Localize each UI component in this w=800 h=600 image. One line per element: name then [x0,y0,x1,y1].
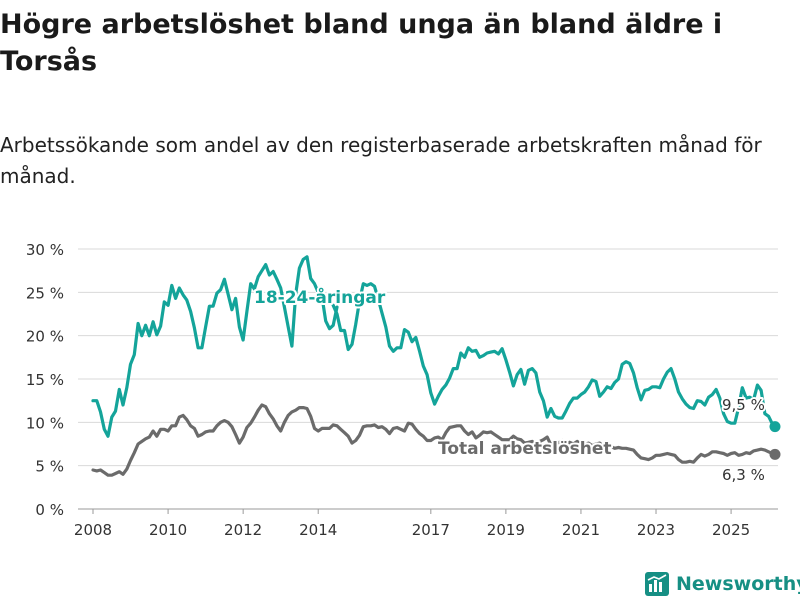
value-label-young: 9,5 % [722,396,765,414]
series-label-young: 18-24-åringar [254,286,386,308]
series-lines [91,255,781,477]
y-tick-label: 5 % [35,458,64,476]
x-tick-label: 2021 [562,521,600,539]
series-line-young-cont [331,282,777,429]
x-tick-labels: 2008 2010 2012 2014 2017 2019 2021 2023 2025 [74,509,750,539]
y-tick-label: 15 % [26,371,64,389]
series-line-young [91,255,339,438]
x-tick-label: 2012 [224,521,262,539]
value-label-total: 6,3 % [722,466,765,484]
newsworthy-logo: Newsworthy [645,570,800,598]
series-label-total: Total arbetslöshet [438,439,612,459]
x-tick-label: 2014 [299,521,337,539]
y-tick-label: 0 % [35,501,64,519]
y-tick-label: 20 % [26,328,64,346]
brand-name: Newsworthy [676,573,800,595]
series-line-total [91,403,777,477]
chart-logo-icon [645,572,669,596]
y-tick-label: 10 % [26,414,64,432]
end-point-young [769,421,781,433]
y-tick-label: 30 % [26,241,64,259]
chart-title: Högre arbetslöshet bland unga än bland ä… [0,9,723,77]
x-tick-label: 2019 [487,521,525,539]
x-tick-label: 2017 [412,521,450,539]
x-tick-label: 2008 [74,521,112,539]
grid-lines [78,248,778,510]
y-tick-label: 25 % [26,284,64,302]
end-point-total [769,448,781,460]
x-tick-label: 2025 [712,521,750,539]
x-tick-label: 2010 [149,521,187,539]
y-tick-labels: 0 % 5 % 10 % 15 % 20 % 25 % 30 % [26,241,64,519]
chart-subtitle: Arbetssökande som andel av den registerb… [0,133,762,188]
series-labels: 18-24-åringar Total arbetslöshet 9,5 % 6,3 … [252,284,767,486]
x-tick-label: 2023 [637,521,675,539]
